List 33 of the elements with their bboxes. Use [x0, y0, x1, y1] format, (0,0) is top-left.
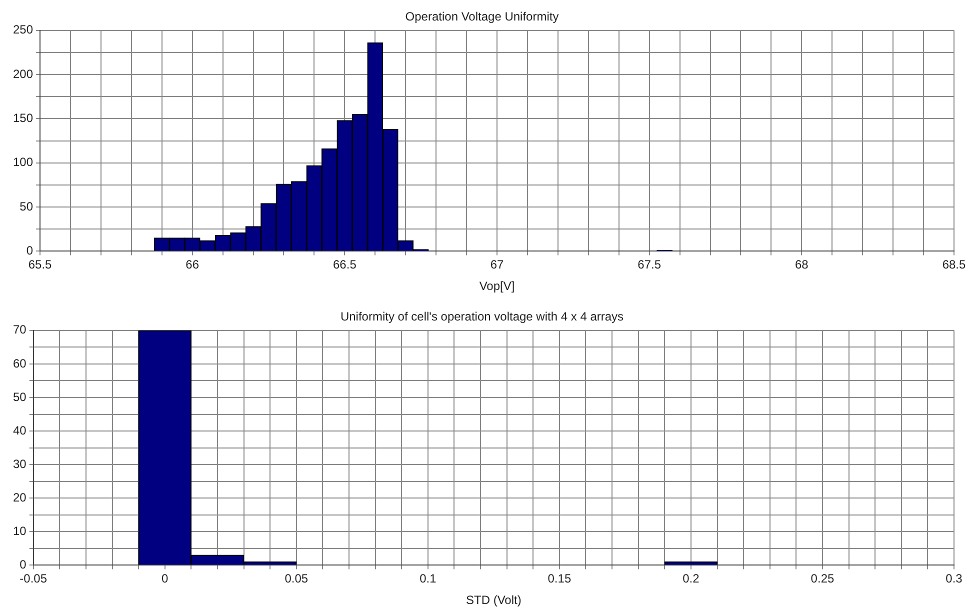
y-tick-label: 10: [12, 524, 27, 538]
x-tick-label: 0.2: [682, 572, 700, 586]
y-tick-label: 30: [12, 456, 27, 471]
y-tick-label: 50: [20, 199, 34, 214]
y-tick-label: 40: [12, 423, 27, 438]
y-tick-label: 150: [12, 111, 34, 126]
x-tick-label: 0.05: [284, 572, 308, 586]
x-tick-label: 66: [186, 258, 200, 272]
x-axis-title: Vop[V]: [479, 279, 515, 294]
x-tick-label: 0.15: [548, 572, 572, 586]
y-tick-label: 0: [26, 244, 34, 258]
x-tick-label: -0.05: [20, 572, 48, 586]
y-tick-label: 250: [12, 22, 34, 37]
x-tick-label: 68.5: [942, 258, 966, 272]
chart-title: Operation Voltage Uniformity: [405, 10, 559, 24]
x-tick-label: 67: [490, 258, 504, 272]
x-tick-label: 67.5: [638, 258, 662, 272]
y-tick-label: 70: [12, 322, 27, 337]
y-tick-label: 200: [12, 66, 34, 81]
y-tick-label: 0: [20, 558, 27, 572]
y-tick-label: 50: [12, 390, 27, 404]
x-tick-label: 68: [794, 258, 809, 272]
y-tick-label: 60: [12, 356, 27, 370]
chart-title: Uniformity of cell's operation voltage with 4 x 4 arrays: [340, 310, 624, 324]
x-axis-title: STD (Volt): [466, 593, 522, 608]
x-tick-label: 0.1: [420, 572, 437, 586]
x-tick-label: 0.3: [946, 572, 963, 586]
x-tick-label: 65.5: [28, 258, 52, 272]
y-tick-label: 20: [12, 490, 27, 504]
y-tick-label: 100: [12, 155, 34, 170]
x-tick-label: 66.5: [333, 258, 357, 272]
x-tick-label: 0.25: [810, 572, 834, 586]
x-tick-label: 0: [162, 572, 169, 586]
